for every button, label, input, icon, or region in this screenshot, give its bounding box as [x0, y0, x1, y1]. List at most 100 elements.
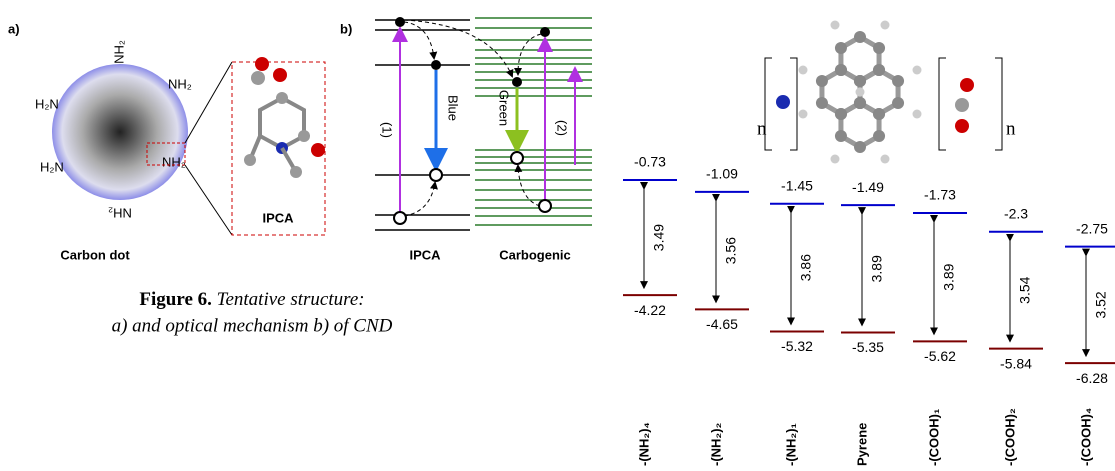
carbon-dot [52, 64, 188, 200]
bracket [764, 57, 798, 151]
repeat-label: n [757, 118, 767, 139]
electron [395, 17, 405, 27]
ipca-molecule [244, 57, 325, 178]
x-tick-label: Pyrene [854, 423, 869, 466]
homo-label: -5.35 [852, 339, 884, 355]
zoom-line [184, 61, 233, 144]
amine-label: H₂N [35, 96, 59, 111]
atom [830, 154, 840, 164]
caption-text: Tentative structure: [217, 289, 365, 310]
electron [512, 77, 522, 87]
electron [431, 60, 441, 70]
hole [429, 168, 443, 182]
x-tick-label: -(COOH)₄ [1078, 408, 1093, 466]
transition-label: (2) [555, 120, 570, 136]
atom [892, 75, 905, 87]
zoom-line [184, 164, 233, 236]
atom [854, 31, 866, 43]
caption-number: Figure 6. [139, 289, 211, 310]
homo-label: -5.84 [1000, 355, 1032, 371]
electron [540, 27, 550, 37]
amine-label: NH₂ [111, 40, 126, 64]
emission-label: Green [497, 90, 512, 126]
figure-caption: Figure 6. Tentative structure: [139, 289, 364, 310]
gap-label: 3.86 [798, 254, 814, 281]
atom [912, 109, 922, 119]
hole [538, 199, 552, 213]
relaxation-arrow [403, 181, 438, 217]
atom [798, 65, 808, 75]
transition-label: (1) [380, 122, 395, 138]
atom [830, 20, 840, 30]
atom [798, 109, 808, 119]
homo-label: -5.62 [924, 348, 956, 364]
atom [834, 108, 847, 120]
x-tick-label: -(COOH)₁ [926, 409, 941, 466]
lumo-label: -2.3 [1004, 206, 1028, 222]
gap-label: 3.56 [723, 237, 739, 264]
lumo-label: -1.09 [706, 166, 738, 182]
atom [892, 97, 905, 109]
bracket [938, 57, 1003, 151]
lumo-label: -1.49 [852, 179, 884, 195]
column-label: IPCA [409, 247, 441, 262]
inset-label: IPCA [262, 210, 294, 225]
gap-label: 3.52 [1093, 291, 1109, 318]
lumo-label: -0.73 [634, 154, 666, 170]
atom [815, 75, 828, 87]
atom [855, 87, 865, 97]
atom [815, 97, 828, 109]
x-tick-label: -(NH₂)₁ [783, 423, 798, 466]
atom [873, 42, 886, 54]
atom [880, 154, 890, 164]
atom [854, 97, 866, 109]
repeat-label: n [1006, 118, 1016, 139]
atom [960, 78, 974, 92]
gap-label: 3.54 [1017, 276, 1033, 303]
x-tick-label: -(COOH)₂ [1002, 408, 1017, 466]
atom [955, 119, 969, 133]
caption-text: a) and optical mechanism b) of CND [112, 315, 393, 336]
ring [838, 100, 882, 150]
amine-label: NH₂ [162, 154, 186, 169]
lumo-label: -1.73 [924, 187, 956, 203]
atom [854, 75, 866, 87]
atom [834, 130, 847, 142]
level-lines [375, 17, 592, 231]
panel-caption: Carbon dot [60, 247, 130, 262]
homo-label: -4.65 [706, 316, 738, 332]
atom [873, 108, 886, 120]
atom [834, 64, 847, 76]
hole [393, 211, 407, 225]
gap-label: 3.49 [651, 224, 667, 251]
gap-label: 3.89 [869, 255, 885, 282]
relaxation-arrow [514, 164, 541, 207]
lumo-label: -2.75 [1076, 220, 1108, 236]
hole [510, 151, 524, 165]
amine-label: NH₂ [108, 206, 132, 221]
atom [776, 95, 790, 109]
atom [955, 98, 969, 112]
lumo-label: -1.45 [781, 177, 813, 193]
amine-label: NH₂ [168, 76, 192, 91]
ring [838, 34, 882, 84]
pyrene-molecule [798, 20, 922, 164]
gap-label: 3.89 [941, 263, 957, 290]
homo-label: -5.32 [781, 338, 813, 354]
atom [912, 65, 922, 75]
amine-label: H₂N [40, 159, 64, 174]
x-tick-label: -(NH₂)₄ [636, 422, 651, 466]
panel-label: b) [340, 21, 352, 36]
column-label: Carbogenic [499, 247, 571, 262]
x-tick-label: -(NH₂)₂ [708, 422, 723, 466]
atom [873, 64, 886, 76]
atom [854, 141, 866, 153]
homo-label: -4.22 [634, 302, 666, 318]
homo-label: -6.28 [1076, 370, 1108, 386]
atom [834, 42, 847, 54]
atom [880, 20, 890, 30]
emission-label: Blue [446, 95, 461, 121]
panel-label: a) [8, 21, 20, 36]
relaxation-arrow [403, 21, 438, 60]
